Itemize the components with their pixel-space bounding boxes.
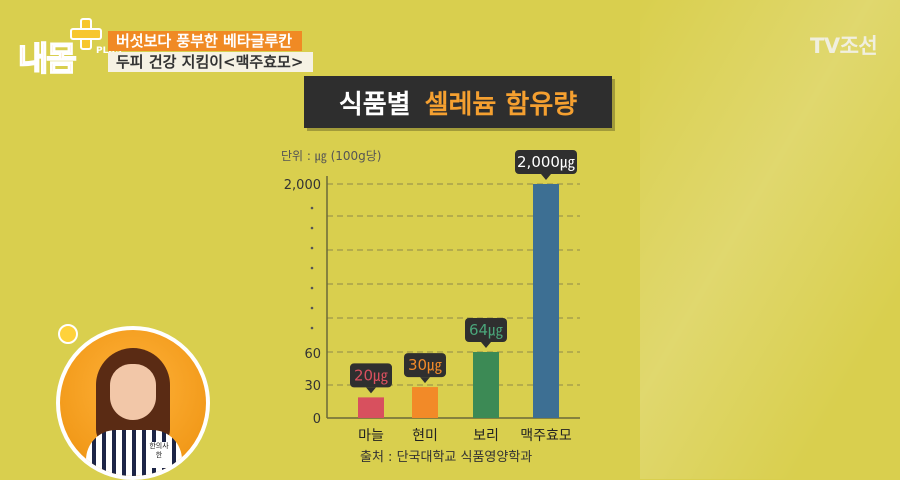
portrait-face bbox=[110, 364, 156, 420]
data-label-3: 2,000㎍ bbox=[517, 153, 575, 171]
data-label-pointer-1 bbox=[420, 377, 430, 384]
chart-title-part1: 식품별 bbox=[338, 89, 411, 120]
axis-break-dot-6 bbox=[310, 326, 314, 330]
data-label-pointer-0 bbox=[366, 387, 376, 394]
bar-2 bbox=[473, 352, 499, 418]
chart-title: 식품별 셀레늄 함유량 bbox=[304, 76, 612, 128]
logo-text: 내몸 bbox=[17, 38, 77, 79]
data-label-pointer-3 bbox=[541, 174, 551, 180]
y-tick-label-0: 0 bbox=[313, 412, 321, 427]
plus-icon bbox=[70, 18, 102, 50]
axis-break-dot-0 bbox=[310, 206, 314, 210]
x-tick-label-2: 보리 bbox=[473, 428, 499, 444]
y-tick-label-3: 2,000 bbox=[284, 178, 321, 193]
data-label-1: 30㎍ bbox=[408, 356, 442, 374]
presenter-portrait: 한의사 한 bbox=[56, 324, 210, 480]
name-tag: 한의사 한 bbox=[146, 442, 172, 468]
program-logo: 내몸 PLUS bbox=[14, 18, 122, 79]
axis-break-dot-2 bbox=[310, 246, 314, 250]
flower-icon bbox=[58, 324, 78, 344]
portrait-circle: 한의사 한 bbox=[56, 326, 210, 480]
bar-1 bbox=[412, 387, 438, 418]
logo-plus-label: PLUS bbox=[96, 46, 122, 56]
unit-note: 단위 : ㎍ (100g당) bbox=[281, 149, 382, 163]
bar-3 bbox=[533, 184, 559, 418]
data-label-0: 20㎍ bbox=[354, 366, 388, 384]
axis-break-dot-4 bbox=[310, 286, 314, 290]
x-tick-label-3: 맥주효모 bbox=[520, 428, 572, 444]
y-tick-label-1: 30 bbox=[304, 379, 321, 394]
y-tick-label-2: 60 bbox=[304, 347, 321, 362]
source-note: 출처 : 단국대학교 식품영양학과 bbox=[360, 450, 533, 465]
data-label-box-3 bbox=[515, 150, 577, 174]
caption-line-2: 두피 건강 지킴이<맥주효모> bbox=[108, 52, 314, 72]
background-highlight bbox=[640, 0, 900, 479]
axis-break-dot-3 bbox=[310, 266, 314, 270]
channel-logo: TV조선 bbox=[810, 34, 878, 58]
caption-line-1: 버섯보다 풍부한 베타글루칸 bbox=[108, 31, 303, 51]
x-tick-label-0: 마늘 bbox=[358, 428, 384, 444]
x-tick-label-1: 현미 bbox=[412, 428, 438, 444]
bar-0 bbox=[358, 397, 384, 418]
data-label-box-1 bbox=[404, 353, 446, 378]
data-label-pointer-2 bbox=[481, 342, 491, 348]
axis-break-dot-5 bbox=[310, 306, 314, 310]
data-label-2: 64㎍ bbox=[469, 321, 503, 339]
chart-title-part2: 셀레늄 함유량 bbox=[424, 89, 578, 120]
data-label-box-0 bbox=[350, 363, 392, 388]
data-label-box-2 bbox=[465, 318, 507, 342]
axis-break-dot-1 bbox=[310, 226, 314, 230]
